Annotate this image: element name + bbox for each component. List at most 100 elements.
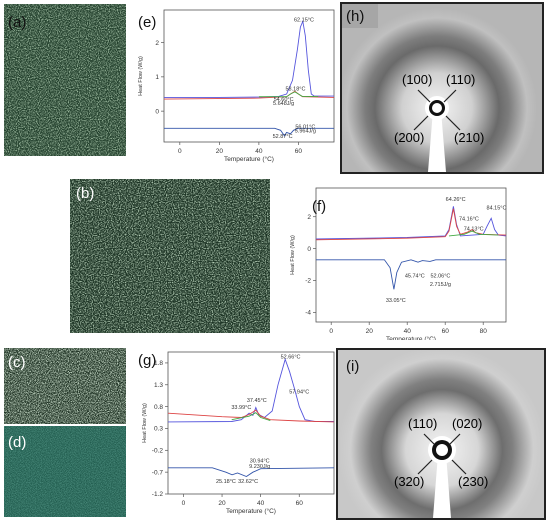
peak-annotation: 30.94°C	[250, 459, 270, 465]
ring-label: (210)	[454, 130, 485, 145]
y-tick-label: -0.7	[152, 469, 164, 476]
micrograph-d: (d)	[4, 426, 126, 517]
panel-label-i: (i)	[346, 358, 360, 375]
panel-label-f: (f)	[312, 198, 327, 215]
peak-annotation: 58.18°C	[285, 87, 305, 93]
panel-label-a: (a)	[8, 14, 27, 31]
xrd-diffraction-image	[342, 4, 542, 172]
x-tick-label: 40	[404, 328, 412, 335]
micrograph-texture	[4, 348, 126, 424]
dsc-plot-f: 0 20 40 60 80 -4 -2 0 2 Temperature (°C) Heat Flow…	[290, 187, 507, 340]
dsc-chart-g: 0 20 40 60 -1.2 -0.7 -0.2 0.3 0.8 1.3 1.8 Temperatu…	[130, 344, 340, 518]
y-tick-label: 1.3	[154, 382, 163, 389]
dsc-curve-fit	[167, 409, 335, 423]
peak-annotation: 5.964J/g	[295, 128, 316, 134]
peak-annotation: 74.16°C	[459, 217, 479, 223]
dsc-curve-base	[448, 230, 499, 237]
x-tick-label: 20	[216, 148, 224, 155]
ring-label: (110)	[446, 72, 476, 87]
x-tick-label: 0	[178, 148, 182, 155]
xrd-pattern-i: (i) (110) (020) (320) (230)	[336, 348, 546, 520]
micrograph-b: (b)	[70, 179, 270, 333]
peak-annotation: 64.26°C	[446, 197, 466, 203]
panel-label-d: (d)	[8, 434, 27, 451]
micrograph-a: (a)	[4, 4, 126, 156]
plot-frame	[167, 351, 335, 495]
ring-label: (230)	[458, 474, 489, 489]
y-tick-label: 2	[155, 40, 159, 47]
y-tick-label: 0.3	[154, 426, 163, 433]
panel-label-b: (b)	[76, 185, 95, 202]
peak-annotation: 37.45°C	[247, 398, 267, 404]
x-axis-label: Temperature (°C)	[224, 155, 274, 163]
x-tick-label: 60	[296, 500, 304, 507]
y-axis-label: Heat Flow (W/g)	[290, 235, 296, 275]
peak-annotation: 45.74°C	[405, 273, 425, 279]
ring-label: (110)	[408, 416, 438, 431]
peak-annotation: 74.13°C	[464, 226, 484, 232]
ring-label: (200)	[394, 130, 425, 145]
plot-frame	[315, 187, 507, 323]
x-axis-label: Temperature (°C)	[226, 507, 276, 515]
y-tick-label: 1	[155, 74, 159, 81]
dsc-plot-e: 0 20 40 60 0 1 2 Temperature (°C) Heat Flow (W/g…	[138, 9, 335, 163]
ring-label: (320)	[394, 474, 425, 489]
xrd-diffraction-image	[338, 350, 544, 518]
y-tick-label: 2	[307, 214, 311, 221]
peak-annotation: 32.62°C	[238, 479, 258, 485]
dsc-curve-cool	[316, 259, 506, 290]
x-tick-label: 0	[182, 500, 186, 507]
peak-annotation: 57.94°C	[289, 390, 309, 396]
micrograph-texture	[4, 426, 126, 517]
dsc-chart-e: 0 20 40 60 0 1 2 Temperature (°C) Heat Flow (W/g…	[130, 2, 340, 164]
peak-annotation: 52.66°C	[281, 355, 301, 361]
x-tick-label: 20	[366, 328, 374, 335]
micrograph-texture	[70, 179, 270, 333]
y-tick-label: 0.8	[154, 404, 163, 411]
peak-annotation: 5.648J/g	[273, 101, 294, 107]
x-axis-label: Temperature (°C)	[386, 335, 436, 340]
dsc-curve-cool	[168, 467, 335, 478]
micrograph-c: (c)	[4, 348, 126, 424]
y-tick-label: 0	[155, 108, 159, 115]
peak-annotation: 52.06°C	[430, 273, 450, 279]
dsc-chart-f: 0 20 40 60 80 -4 -2 0 2 Temperature (°C) Heat Flow…	[282, 178, 512, 340]
x-tick-label: 60	[295, 148, 303, 155]
x-tick-label: 20	[218, 500, 226, 507]
y-tick-label: -2	[305, 278, 311, 285]
xrd-pattern-h: (h) (100) (110) (200) (210)	[340, 2, 544, 174]
panel-label-e: (e)	[138, 14, 157, 31]
panel-label-c: (c)	[8, 354, 26, 371]
dsc-curve-base	[258, 91, 319, 98]
dsc-plot-g: 0 20 40 60 -1.2 -0.7 -0.2 0.3 0.8 1.3 1.8 Temperatu…	[142, 351, 335, 515]
peak-annotation: 54.60°C	[274, 97, 294, 103]
y-tick-label: -1.2	[152, 491, 164, 498]
y-tick-label: -4	[305, 310, 311, 317]
x-tick-label: 40	[257, 500, 265, 507]
micrograph-texture	[4, 4, 126, 156]
x-tick-label: 60	[442, 328, 450, 335]
peak-annotation: 33.99°C	[231, 405, 251, 411]
x-tick-label: 0	[329, 328, 333, 335]
peak-annotation: 33.05°C	[386, 298, 406, 304]
x-tick-label: 80	[480, 328, 488, 335]
panel-label-h: (h)	[346, 8, 365, 25]
peak-annotation: 9.230J/g	[249, 464, 270, 470]
plot-frame	[163, 9, 335, 143]
y-axis-label: Heat Flow (W/g)	[142, 403, 148, 443]
peak-annotation: 62.15°C	[294, 17, 314, 23]
ring-label: (020)	[452, 416, 483, 431]
peak-annotation: 2.715J/g	[430, 282, 451, 288]
peak-annotation: 52.87°C	[273, 134, 293, 140]
peak-annotation: 56.01°C	[295, 124, 315, 130]
dsc-curve-base	[231, 412, 271, 422]
y-axis-label: Heat Flow (W/g)	[138, 56, 144, 96]
peak-annotation: 84.15°C	[487, 206, 507, 212]
dsc-curve-cool	[164, 127, 334, 137]
x-tick-label: 40	[255, 148, 263, 155]
y-tick-label: 0	[307, 246, 311, 253]
ring-label: (100)	[402, 72, 433, 87]
y-tick-label: -0.2	[152, 448, 164, 455]
panel-label-g: (g)	[138, 352, 157, 369]
peak-annotation: 25.18°C	[216, 479, 236, 485]
